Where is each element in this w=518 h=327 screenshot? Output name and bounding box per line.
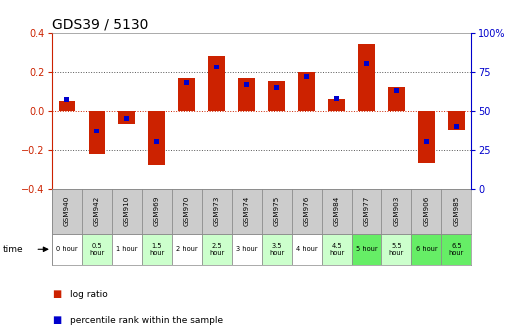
- Text: GSM985: GSM985: [453, 196, 459, 226]
- Text: log ratio: log ratio: [70, 290, 108, 299]
- Text: GSM940: GSM940: [64, 196, 70, 226]
- Bar: [292, 234, 322, 265]
- Bar: [292, 189, 322, 234]
- Text: 6 hour: 6 hour: [415, 246, 437, 252]
- Text: ■: ■: [52, 289, 61, 299]
- Bar: [448, 111, 465, 130]
- Text: 4 hour: 4 hour: [296, 246, 318, 252]
- Bar: [274, 85, 279, 90]
- Bar: [358, 44, 375, 111]
- Bar: [364, 61, 369, 66]
- Text: 3.5
hour: 3.5 hour: [269, 243, 284, 255]
- Text: percentile rank within the sample: percentile rank within the sample: [70, 316, 223, 325]
- Bar: [232, 234, 262, 265]
- Text: 5.5
hour: 5.5 hour: [389, 243, 404, 255]
- Bar: [214, 64, 219, 69]
- Text: GSM977: GSM977: [364, 196, 369, 226]
- Text: GSM969: GSM969: [154, 196, 160, 226]
- Bar: [424, 139, 429, 144]
- Bar: [202, 189, 232, 234]
- Text: time: time: [3, 245, 23, 254]
- Text: GDS39 / 5130: GDS39 / 5130: [52, 18, 148, 31]
- Bar: [82, 189, 112, 234]
- Bar: [59, 101, 75, 111]
- Text: 1 hour: 1 hour: [116, 246, 137, 252]
- Bar: [441, 234, 471, 265]
- Text: ■: ■: [52, 316, 61, 325]
- Bar: [94, 129, 99, 133]
- Bar: [52, 234, 82, 265]
- Bar: [244, 82, 249, 87]
- Bar: [268, 81, 285, 111]
- Bar: [381, 234, 411, 265]
- Bar: [142, 234, 171, 265]
- Bar: [184, 80, 190, 85]
- Bar: [112, 189, 142, 234]
- Bar: [232, 189, 262, 234]
- Text: GSM984: GSM984: [334, 196, 339, 226]
- Bar: [418, 111, 435, 163]
- Text: 3 hour: 3 hour: [236, 246, 257, 252]
- Bar: [124, 116, 130, 121]
- Bar: [441, 189, 471, 234]
- Bar: [154, 139, 160, 144]
- Text: GSM903: GSM903: [394, 196, 399, 226]
- Text: GSM910: GSM910: [124, 196, 130, 226]
- Text: GSM906: GSM906: [423, 196, 429, 226]
- Bar: [178, 77, 195, 111]
- Bar: [149, 111, 165, 165]
- Bar: [171, 189, 202, 234]
- Bar: [334, 96, 339, 101]
- Bar: [388, 87, 405, 111]
- Bar: [454, 124, 459, 129]
- Bar: [119, 111, 135, 124]
- Bar: [208, 56, 225, 111]
- Text: GSM974: GSM974: [243, 196, 250, 226]
- Text: GSM975: GSM975: [274, 196, 280, 226]
- Bar: [352, 234, 381, 265]
- Bar: [262, 234, 292, 265]
- Bar: [262, 189, 292, 234]
- Text: GSM970: GSM970: [184, 196, 190, 226]
- Bar: [82, 234, 112, 265]
- Bar: [304, 74, 309, 79]
- Text: 2 hour: 2 hour: [176, 246, 197, 252]
- Text: 0.5
hour: 0.5 hour: [89, 243, 105, 255]
- Text: 1.5
hour: 1.5 hour: [149, 243, 164, 255]
- Text: 4.5
hour: 4.5 hour: [329, 243, 344, 255]
- Bar: [328, 99, 345, 111]
- Bar: [352, 189, 381, 234]
- Bar: [89, 111, 105, 154]
- Bar: [298, 72, 315, 111]
- Text: 6.5
hour: 6.5 hour: [449, 243, 464, 255]
- Bar: [52, 189, 82, 234]
- Text: 2.5
hour: 2.5 hour: [209, 243, 224, 255]
- Bar: [411, 234, 441, 265]
- Bar: [142, 189, 171, 234]
- Bar: [381, 189, 411, 234]
- Text: GSM942: GSM942: [94, 196, 100, 226]
- Bar: [238, 77, 255, 111]
- Text: 5 hour: 5 hour: [356, 246, 377, 252]
- Text: GSM973: GSM973: [213, 196, 220, 226]
- Bar: [112, 234, 142, 265]
- Bar: [202, 234, 232, 265]
- Bar: [394, 88, 399, 93]
- Bar: [322, 234, 352, 265]
- Bar: [171, 234, 202, 265]
- Bar: [322, 189, 352, 234]
- Bar: [411, 189, 441, 234]
- Text: GSM976: GSM976: [304, 196, 310, 226]
- Bar: [64, 97, 69, 102]
- Text: 0 hour: 0 hour: [56, 246, 78, 252]
